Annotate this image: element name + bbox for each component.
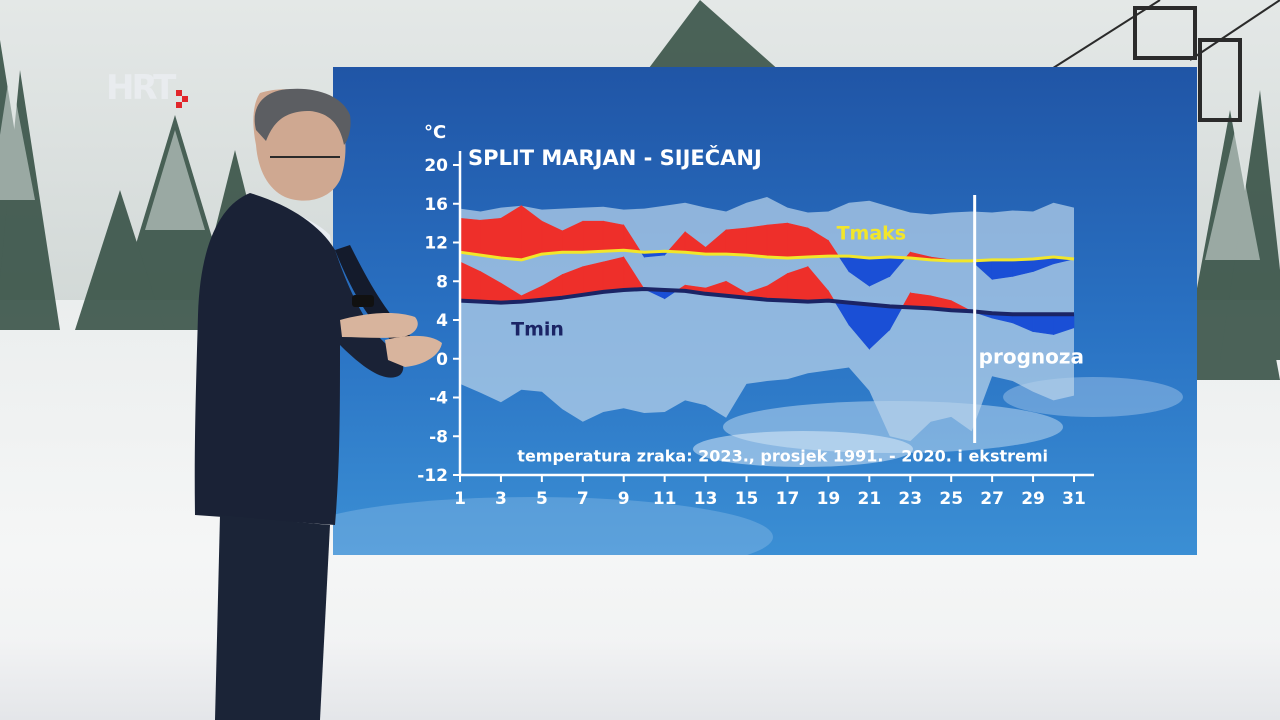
tmax-2023-anomaly-above xyxy=(602,220,625,252)
x-tick-label: 19 xyxy=(817,489,841,509)
y-tick-label: 16 xyxy=(424,195,448,215)
x-tick-label: 27 xyxy=(980,489,1004,509)
tmax-2023-anomaly-above xyxy=(746,224,768,258)
x-tick-label: 13 xyxy=(694,489,718,509)
y-tick-label: 12 xyxy=(424,234,448,254)
tmax-2023-anomaly-above xyxy=(725,227,747,256)
tmin-label: Tmin xyxy=(511,319,564,341)
y-tick-label: -12 xyxy=(417,466,448,486)
x-tick-label: 5 xyxy=(536,489,548,509)
x-tick-label: 3 xyxy=(495,489,507,509)
forecast-label: prognoza xyxy=(979,345,1084,369)
tmin-2023-anomaly-above xyxy=(582,261,604,296)
x-tick-label: 23 xyxy=(898,489,922,509)
tmax-2023-anomaly-above xyxy=(787,222,809,259)
logo-square xyxy=(176,102,182,108)
x-tick-label: 31 xyxy=(1062,489,1086,509)
tmax-2023-anomaly-below xyxy=(991,259,1013,280)
tmax-2023-anomaly-above xyxy=(459,217,481,256)
hrt-logo-text: HRT xyxy=(106,68,176,108)
tmin-average-line xyxy=(459,287,1074,317)
tmaks-label: Tmaks xyxy=(837,223,907,245)
x-tick-label: 25 xyxy=(939,489,963,509)
x-tick-label: 9 xyxy=(618,489,630,509)
y-tick-label: 4 xyxy=(436,311,448,331)
logo-square xyxy=(182,96,188,102)
x-tick-label: 15 xyxy=(735,489,759,509)
x-tick-label: 1 xyxy=(454,489,466,509)
tmin-2023-anomaly-below xyxy=(1032,313,1054,335)
y-tick-label: -4 xyxy=(429,389,448,409)
tmax-2023-anomaly-above xyxy=(480,217,502,259)
presenter xyxy=(194,88,442,720)
y-tick-label: 20 xyxy=(424,156,448,176)
y-tick-label: 0 xyxy=(436,350,448,370)
x-tick-label: 17 xyxy=(776,489,800,509)
x-tick-label: 11 xyxy=(653,489,677,509)
chart-title: SPLIT MARJAN - SIJEČANJ xyxy=(468,145,762,170)
x-tick-label: 29 xyxy=(1021,489,1045,509)
tmax-2023-anomaly-above xyxy=(766,222,788,259)
tmin-2023-anomaly-above xyxy=(602,256,625,293)
x-tick-label: 7 xyxy=(577,489,589,509)
y-tick-label: 8 xyxy=(436,272,448,292)
chart-caption: temperatura zraka: 2023., prosjek 1991. … xyxy=(517,446,1048,465)
studio-floor xyxy=(0,640,1280,720)
hrt-logo: HRT xyxy=(106,68,188,108)
logo-square xyxy=(176,90,182,96)
x-tick-label: 21 xyxy=(857,489,881,509)
chart-screen: -12 -8 -4 0 4 8 12 16 20 1 3 5 7 9 11 13 15 17 19 21 23 25 27 2… xyxy=(333,67,1197,555)
tmax-2023-anomaly-above xyxy=(582,220,604,253)
ski-lift xyxy=(1049,0,1280,122)
y-unit-label: °C xyxy=(424,122,446,143)
y-tick-label: -8 xyxy=(429,427,448,447)
tmaks-average-line xyxy=(459,248,1075,263)
